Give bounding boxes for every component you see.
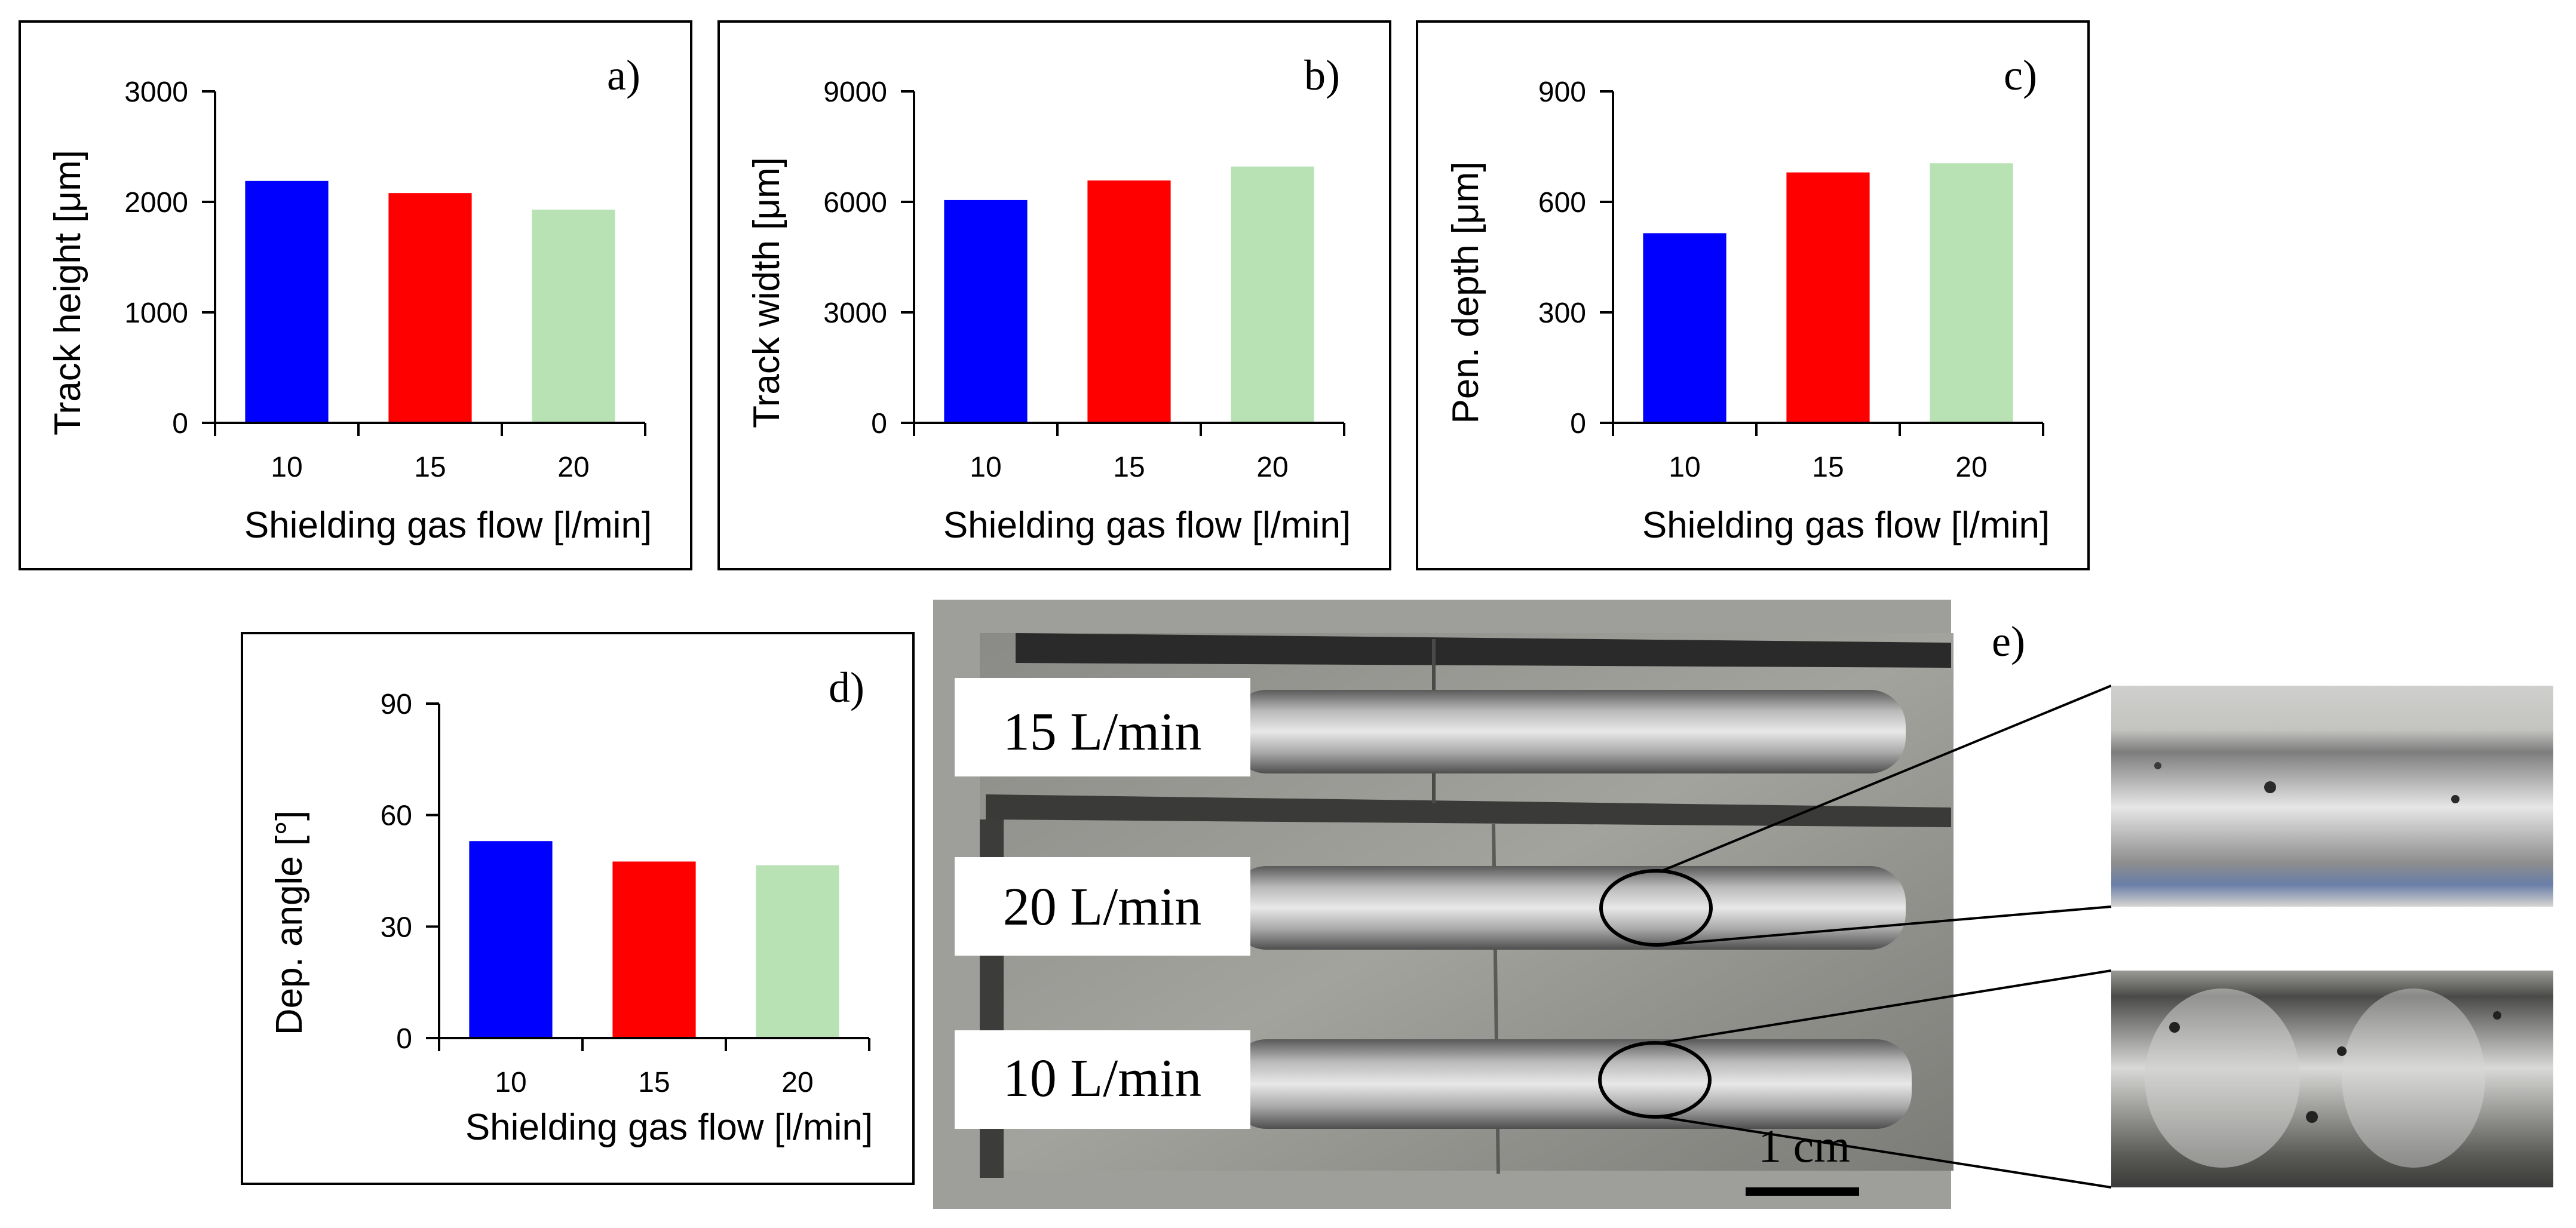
y-tick-label: 300 (1538, 297, 1586, 329)
y-tick-label: 0 (396, 1023, 412, 1055)
panel-label-d: d) (829, 664, 864, 711)
y-tick-label: 3000 (823, 297, 887, 329)
weld-bead-10 (1231, 1039, 1912, 1129)
zoom-connector (1661, 684, 2112, 872)
panel-label-b: b) (1304, 51, 1340, 99)
panel-label-e: e) (1992, 618, 2025, 665)
panel-a-frame (19, 20, 692, 570)
zoom-inset-10 (2111, 971, 2553, 1187)
scale-bar-label: 1 cm (1758, 1120, 1850, 1172)
x-axis-title: Shielding gas flow [l/min] (465, 1107, 873, 1148)
bar-20 (532, 209, 615, 423)
bar-15 (388, 193, 472, 423)
chart-track-height: a) Track height [μm] Shielding gas flow … (47, 51, 652, 546)
x-tick-label: 20 (557, 452, 589, 483)
chart-penetration-depth: c) Pen. depth [μm] Shielding gas flow [l… (1445, 51, 2050, 546)
y-tick-label: 0 (172, 408, 188, 440)
panel-b-frame (717, 20, 1391, 570)
label-20-l-min: 20 L/min (1003, 877, 1202, 937)
panel-label-c: c) (2004, 51, 2037, 99)
label-10-l-min: 10 L/min (1003, 1049, 1202, 1108)
bar-20 (756, 865, 839, 1038)
bar-10 (1643, 233, 1726, 423)
zoom-circle-10 (1598, 1041, 1712, 1119)
bar-15 (612, 861, 696, 1038)
y-tick-label: 2000 (124, 187, 188, 219)
y-tick-label: 1000 (124, 297, 188, 329)
zoom-inset-20 (2111, 686, 2553, 907)
panel-d-frame (241, 632, 915, 1185)
label-15-l-min: 15 L/min (1003, 702, 1202, 762)
y-tick-label: 9000 (823, 76, 887, 108)
x-tick-label: 10 (1669, 452, 1700, 483)
label-box-15 (955, 678, 1250, 776)
plate-middle-edge (986, 794, 1951, 827)
weld-bead-15 (1231, 690, 1906, 773)
y-axis-title: Track width [μm] (746, 157, 787, 428)
x-tick-label: 10 (970, 452, 1001, 483)
panel-label-a: a) (607, 51, 640, 99)
y-axis-title: Pen. depth [μm] (1445, 162, 1486, 424)
bar-15 (1786, 172, 1870, 423)
zoom-circle-20 (1599, 869, 1713, 947)
zoom-connector (1660, 969, 2112, 1044)
chart-deposition-angle: d) Dep. angle [°] Shielding gas flow [l/… (269, 664, 873, 1148)
y-tick-label: 90 (381, 689, 412, 720)
x-axis-title: Shielding gas flow [l/min] (943, 505, 1351, 546)
x-tick-label: 15 (414, 452, 446, 483)
label-box-10 (955, 1030, 1250, 1129)
zoom-connector (1661, 905, 2112, 946)
chart-track-width: b) Track width [μm] Shielding gas flow [… (746, 51, 1351, 546)
x-tick-label: 10 (271, 452, 302, 483)
x-tick-label: 20 (1256, 452, 1288, 483)
label-box-20 (955, 857, 1250, 956)
zoom-connector (1660, 1116, 2112, 1189)
y-tick-label: 0 (871, 408, 887, 440)
x-tick-label: 20 (1955, 452, 1987, 483)
y-tick-label: 600 (1538, 187, 1586, 219)
weld-bead-20 (1231, 866, 1906, 950)
x-tick-label: 20 (781, 1067, 813, 1098)
x-tick-label: 15 (1113, 452, 1145, 483)
x-tick-label: 10 (495, 1067, 526, 1098)
y-tick-label: 60 (381, 800, 412, 832)
bar-10 (944, 199, 1028, 423)
y-tick-label: 30 (381, 911, 412, 943)
scale-bar (1746, 1187, 1859, 1196)
bar-10 (245, 180, 329, 423)
y-tick-label: 6000 (823, 187, 887, 219)
bar-10 (469, 841, 553, 1038)
y-axis-title: Track height [μm] (47, 150, 88, 435)
plate-top-edge (1016, 633, 1951, 668)
x-tick-label: 15 (1812, 452, 1844, 483)
x-tick-label: 15 (638, 1067, 670, 1098)
panel-c-frame (1416, 20, 2090, 570)
y-tick-label: 900 (1538, 76, 1586, 108)
bar-20 (1930, 163, 2013, 423)
bar-20 (1231, 166, 1314, 423)
y-tick-label: 0 (1570, 408, 1586, 440)
weld-photo: 15 L/min 20 L/min 10 L/min 1 cm (933, 600, 1954, 1209)
x-axis-title: Shielding gas flow [l/min] (1642, 505, 2050, 546)
y-axis-title: Dep. angle [°] (269, 811, 310, 1035)
y-tick-label: 3000 (124, 76, 188, 108)
bar-15 (1087, 180, 1171, 423)
x-axis-title: Shielding gas flow [l/min] (244, 505, 652, 546)
